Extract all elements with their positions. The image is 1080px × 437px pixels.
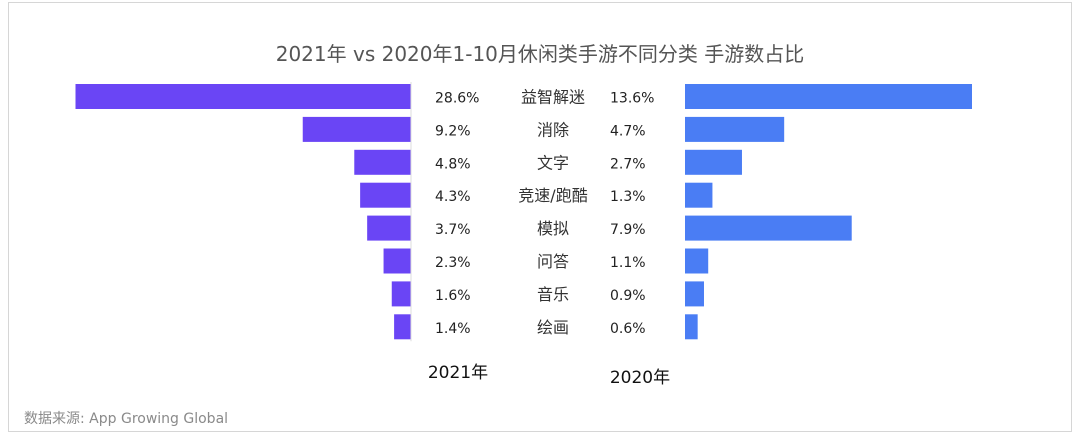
value-label-2020-1: 13.6% (610, 91, 654, 107)
bar-2021-5 (367, 215, 411, 241)
value-label-2020-3: 2.7% (610, 156, 646, 172)
bar-2021-8 (394, 314, 411, 340)
series-label-2020: 2020年 (610, 368, 670, 388)
value-label-2020-2: 4.7% (610, 123, 646, 139)
bar-2020-7 (685, 281, 704, 307)
value-label-2020-5: 7.9% (610, 222, 646, 238)
value-label-2021-4: 4.3% (435, 189, 471, 205)
value-label-2020-6: 1.1% (610, 255, 646, 271)
data-source: 数据来源: App Growing Global (24, 411, 229, 427)
category-label-6: 问答 (537, 252, 569, 271)
bar-2020-1 (685, 84, 972, 109)
category-label-8: 绘画 (537, 318, 569, 337)
bar-2020-4 (685, 182, 713, 208)
bar-2020-6 (685, 248, 709, 274)
value-label-2020-7: 0.9% (610, 288, 646, 304)
value-label-2020-8: 0.6% (610, 321, 646, 337)
value-label-2021-8: 1.4% (435, 321, 471, 337)
value-label-2021-5: 3.7% (435, 222, 471, 238)
series-label-2021: 2021年 (428, 363, 488, 383)
value-label-2021-7: 1.6% (435, 288, 471, 304)
bar-2021-3 (354, 149, 411, 175)
bar-2020-8 (685, 314, 698, 340)
bar-2021-6 (383, 248, 411, 274)
value-label-2021-6: 2.3% (435, 255, 471, 271)
bar-2020-5 (685, 215, 852, 241)
chart-title: 2021年 vs 2020年1-10月休闲类手游不同分类 手游数占比 (275, 42, 805, 66)
bar-2020-2 (685, 116, 785, 142)
value-label-2021-2: 9.2% (435, 123, 471, 139)
value-label-2020-4: 1.3% (610, 189, 646, 205)
category-label-7: 音乐 (537, 285, 569, 304)
category-label-4: 竞速/跑酷 (518, 186, 587, 205)
chart-frame (8, 2, 1072, 432)
category-label-3: 文字 (537, 153, 569, 172)
value-label-2021-3: 4.8% (435, 156, 471, 172)
bar-2021-7 (391, 281, 411, 307)
bar-2020-3 (685, 149, 742, 175)
bar-2021-2 (302, 116, 411, 142)
bar-2021-4 (360, 182, 411, 208)
bar-2021-1 (75, 84, 411, 109)
category-label-2: 消除 (537, 120, 569, 139)
category-label-5: 模拟 (537, 219, 569, 238)
category-label-1: 益智解迷 (521, 88, 585, 107)
value-label-2021-1: 28.6% (435, 91, 479, 107)
